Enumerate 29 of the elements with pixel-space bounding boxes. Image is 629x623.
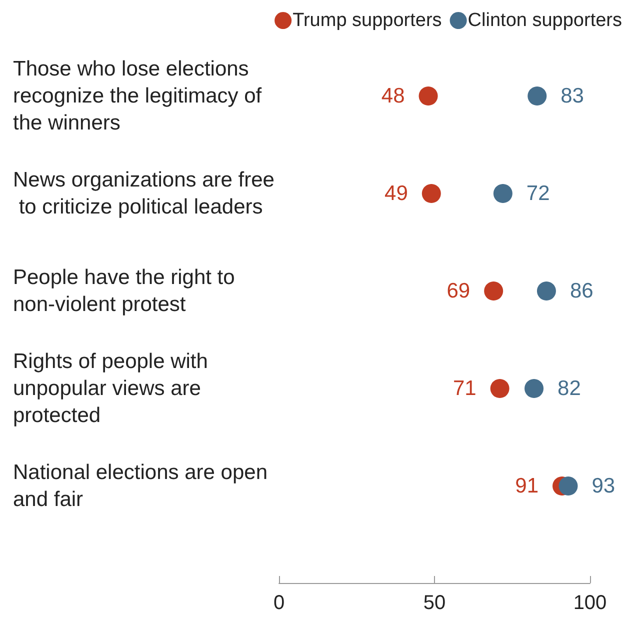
data-label: 82 bbox=[558, 377, 581, 400]
y-tick-label: News organizations are free to criticize political leaders bbox=[13, 168, 274, 218]
point bbox=[558, 476, 578, 496]
x-tick-label: 0 bbox=[273, 592, 285, 614]
data-label: 93 bbox=[592, 474, 616, 498]
data-label: 69 bbox=[446, 280, 470, 302]
y-tick-label: National elections are open and fair bbox=[13, 461, 274, 511]
point bbox=[536, 282, 556, 300]
point bbox=[490, 379, 510, 398]
point bbox=[418, 86, 438, 106]
y-tick-label: People have the right to non-violent protest bbox=[13, 266, 241, 316]
data-label: 49 bbox=[384, 182, 408, 205]
x-tick-label: 50 bbox=[423, 592, 446, 614]
point bbox=[524, 379, 544, 398]
data-label: 83 bbox=[560, 84, 584, 108]
data-label: 72 bbox=[526, 182, 550, 205]
data-label: 71 bbox=[452, 377, 476, 400]
legend-label: Trump supporters bbox=[292, 10, 442, 31]
data-label: 86 bbox=[570, 280, 594, 302]
y-tick-label: Those who lose elections recognize the legitimacy of the winners bbox=[13, 58, 268, 134]
x-tick-label: 100 bbox=[573, 592, 607, 614]
data-label: 48 bbox=[381, 84, 405, 108]
y-tick-label: Rights of people with unpopular views are protected bbox=[13, 350, 214, 427]
point bbox=[484, 282, 504, 300]
legend-label: Clinton supporters bbox=[468, 10, 622, 31]
point bbox=[422, 184, 441, 203]
data-label: 91 bbox=[515, 474, 539, 498]
point bbox=[493, 184, 512, 203]
point bbox=[528, 86, 547, 106]
